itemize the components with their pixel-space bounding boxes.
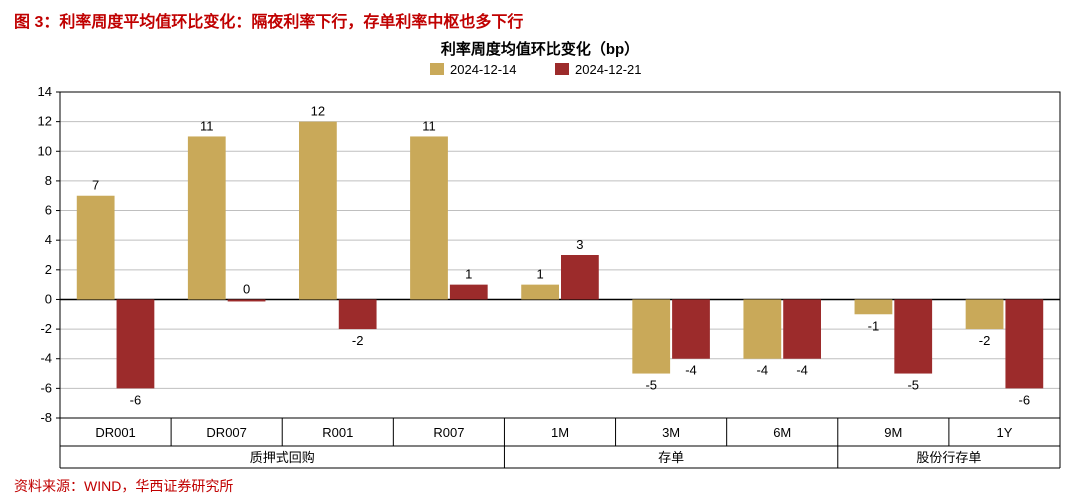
bar-value-label: 0 bbox=[243, 281, 250, 296]
legend-label: 2024-12-21 bbox=[575, 62, 642, 77]
bar bbox=[117, 299, 155, 388]
category-label: DR001 bbox=[95, 425, 135, 440]
chart-title: 利率周度均值环比变化（bp） bbox=[441, 40, 639, 58]
bar-value-label: 11 bbox=[200, 118, 214, 133]
y-tick-label: -2 bbox=[40, 321, 52, 336]
y-tick-label: 4 bbox=[45, 232, 52, 247]
bar bbox=[521, 285, 559, 300]
category-label: 3M bbox=[662, 425, 680, 440]
y-tick-label: 2 bbox=[45, 262, 52, 277]
group-label: 质押式回购 bbox=[250, 450, 315, 465]
bar bbox=[339, 299, 377, 329]
bar-value-label: -4 bbox=[796, 363, 808, 378]
category-label: DR007 bbox=[206, 425, 246, 440]
bar bbox=[299, 122, 337, 300]
y-tick-label: 12 bbox=[38, 114, 52, 129]
bar-value-label: -6 bbox=[1019, 392, 1031, 407]
figure-title: 图 3：利率周度平均值环比变化：隔夜利率下行，存单利率中枢也多下行 bbox=[0, 0, 1080, 36]
y-tick-label: -6 bbox=[40, 380, 52, 395]
category-label: R007 bbox=[433, 425, 464, 440]
y-tick-label: 6 bbox=[45, 203, 52, 218]
category-label: 1M bbox=[551, 425, 569, 440]
y-tick-label: -4 bbox=[40, 351, 52, 366]
y-tick-label: 14 bbox=[38, 84, 52, 99]
bar-chart-svg: 利率周度均值环比变化（bp） 2024-12-14 2024-12-21 -8 -6 -4… bbox=[0, 36, 1080, 474]
bar-value-label: -2 bbox=[352, 333, 364, 348]
y-tick-label: 10 bbox=[38, 143, 52, 158]
bar bbox=[966, 299, 1004, 329]
category-label: 6M bbox=[773, 425, 791, 440]
bar-value-label: 1 bbox=[536, 267, 543, 282]
bar bbox=[188, 136, 226, 299]
bar bbox=[410, 136, 448, 299]
bar bbox=[783, 299, 821, 358]
category-label: R001 bbox=[322, 425, 353, 440]
bar-value-label: 1 bbox=[465, 267, 472, 282]
y-tick-label: -8 bbox=[40, 410, 52, 425]
y-tick-label: 0 bbox=[45, 291, 52, 306]
category-label: 9M bbox=[884, 425, 902, 440]
bar-value-label: -4 bbox=[685, 363, 697, 378]
chart-container: 利率周度均值环比变化（bp） 2024-12-14 2024-12-21 -8 -6 -4… bbox=[0, 36, 1080, 474]
bar bbox=[450, 285, 488, 300]
y-tick-label: 8 bbox=[45, 173, 52, 188]
bar bbox=[672, 299, 710, 358]
bar-value-label: -5 bbox=[645, 378, 657, 393]
bar bbox=[743, 299, 781, 358]
legend-swatch bbox=[555, 63, 569, 75]
source-line: 资料来源：WIND，华西证券研究所 bbox=[0, 474, 1080, 498]
bar bbox=[561, 255, 599, 299]
bar bbox=[632, 299, 670, 373]
bar-value-label: -4 bbox=[757, 363, 769, 378]
bar-value-label: 12 bbox=[311, 104, 325, 119]
bar-value-label: 3 bbox=[576, 237, 583, 252]
bar bbox=[894, 299, 932, 373]
bar-value-label: -6 bbox=[130, 392, 142, 407]
bar-value-label: -2 bbox=[979, 333, 991, 348]
bar bbox=[77, 196, 115, 300]
bar bbox=[1005, 299, 1043, 388]
bar bbox=[855, 299, 893, 314]
legend-label: 2024-12-14 bbox=[450, 62, 517, 77]
legend-swatch bbox=[430, 63, 444, 75]
bar bbox=[228, 299, 266, 301]
category-label: 1Y bbox=[996, 425, 1012, 440]
group-label: 存单 bbox=[658, 450, 684, 465]
bar-value-label: 7 bbox=[92, 178, 99, 193]
bar-value-label: -1 bbox=[868, 318, 880, 333]
bar-value-label: -5 bbox=[907, 378, 919, 393]
bar-value-label: 11 bbox=[422, 118, 436, 133]
group-label: 股份行存单 bbox=[916, 450, 981, 465]
